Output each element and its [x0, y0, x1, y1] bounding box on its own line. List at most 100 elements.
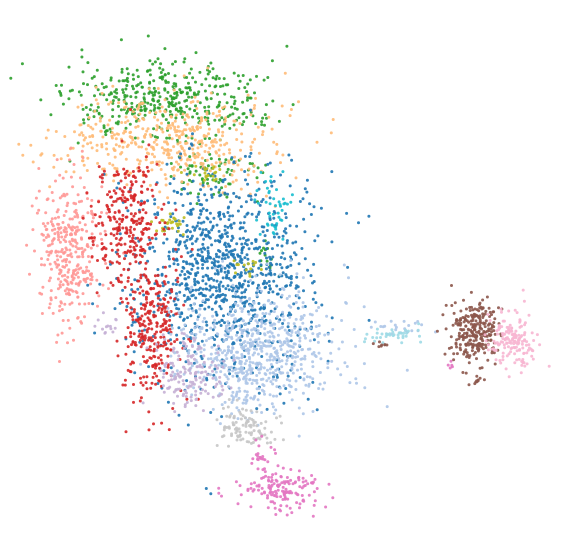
scatter-point: [94, 85, 98, 89]
scatter-point: [275, 416, 278, 420]
scatter-point: [230, 156, 234, 160]
scatter-point: [158, 190, 162, 194]
scatter-point: [228, 151, 232, 155]
scatter-point: [227, 288, 231, 292]
scatter-point: [71, 278, 75, 282]
scatter-point: [236, 350, 239, 354]
scatter-point: [263, 303, 267, 307]
scatter-point: [129, 240, 133, 243]
scatter-point: [512, 345, 516, 349]
scatter-point: [79, 176, 82, 180]
scatter-point: [197, 385, 201, 389]
scatter-point: [232, 221, 236, 225]
scatter-point: [480, 327, 484, 331]
scatter-point: [184, 287, 188, 291]
scatter-point: [234, 284, 238, 288]
scatter-point: [45, 250, 49, 254]
scatter-point: [327, 482, 331, 486]
scatter-point: [167, 324, 171, 328]
scatter-point: [133, 248, 137, 252]
scatter-point: [298, 325, 302, 329]
scatter-point: [218, 375, 222, 379]
scatter-point: [383, 343, 387, 347]
scatter-point: [469, 319, 473, 323]
scatter-point: [215, 313, 219, 317]
scatter-point: [93, 331, 97, 335]
scatter-point: [507, 375, 511, 379]
scatter-point: [194, 404, 198, 408]
scatter-point: [186, 354, 190, 358]
scatter-point: [191, 115, 195, 119]
scatter-point: [268, 367, 272, 371]
scatter-point: [146, 222, 150, 225]
scatter-point: [404, 334, 408, 338]
scatter-point: [138, 324, 142, 328]
scatter-point: [313, 239, 317, 243]
scatter-point: [202, 348, 206, 352]
scatter-point: [400, 341, 404, 345]
scatter-point: [171, 121, 175, 125]
scatter-point: [146, 278, 150, 282]
scatter-point: [130, 105, 134, 109]
scatter-point: [371, 336, 375, 339]
scatter-point: [264, 474, 268, 478]
scatter-point: [175, 307, 179, 310]
scatter-point: [239, 342, 242, 346]
scatter-point: [17, 142, 21, 146]
scatter-point: [452, 358, 456, 362]
scatter-point: [190, 285, 194, 289]
scatter-point: [308, 339, 312, 343]
scatter-point: [181, 340, 185, 344]
scatter-point: [288, 390, 291, 394]
scatter-point: [78, 221, 82, 225]
scatter-point: [263, 327, 267, 331]
scatter-point: [316, 334, 320, 338]
scatter-point: [315, 309, 319, 313]
scatter-point: [192, 154, 196, 158]
scatter-point: [497, 328, 500, 332]
scatter-point: [169, 175, 173, 178]
scatter-point: [290, 491, 294, 495]
scatter-point: [188, 71, 192, 75]
scatter-point: [113, 307, 117, 311]
scatter-point: [277, 357, 281, 361]
scatter-point: [302, 378, 306, 382]
scatter-point: [173, 297, 177, 301]
scatter-point: [129, 95, 133, 99]
scatter-point: [200, 139, 204, 143]
scatter-point: [281, 197, 285, 201]
scatter-point: [289, 384, 292, 388]
scatter-point: [86, 283, 90, 287]
scatter-point: [224, 83, 228, 87]
scatter-point: [63, 289, 67, 293]
scatter-point: [136, 158, 140, 162]
scatter-point: [186, 316, 189, 320]
scatter-point: [244, 239, 248, 242]
scatter-point: [119, 280, 123, 284]
scatter-point: [154, 183, 158, 186]
scatter-point: [139, 190, 143, 194]
scatter-point: [499, 340, 503, 344]
scatter-point: [188, 155, 192, 159]
scatter-point: [267, 475, 271, 479]
scatter-point: [190, 134, 194, 138]
scatter-point: [113, 211, 117, 214]
scatter-point: [33, 249, 36, 253]
scatter-point: [286, 356, 290, 360]
scatter-point: [133, 115, 137, 119]
scatter-point: [56, 287, 60, 291]
scatter-point: [256, 467, 260, 471]
scatter-point: [178, 141, 182, 144]
scatter-point: [55, 254, 59, 258]
scatter-point: [158, 298, 162, 302]
scatter-point: [242, 398, 246, 402]
scatter-point: [178, 106, 182, 110]
scatter-point: [255, 387, 259, 391]
scatter-point: [189, 361, 193, 365]
scatter-point: [270, 184, 274, 188]
scatter-point: [267, 265, 271, 269]
scatter-point: [131, 175, 135, 178]
scatter-point: [88, 260, 92, 264]
scatter-point: [248, 318, 252, 322]
scatter-point: [156, 382, 160, 385]
